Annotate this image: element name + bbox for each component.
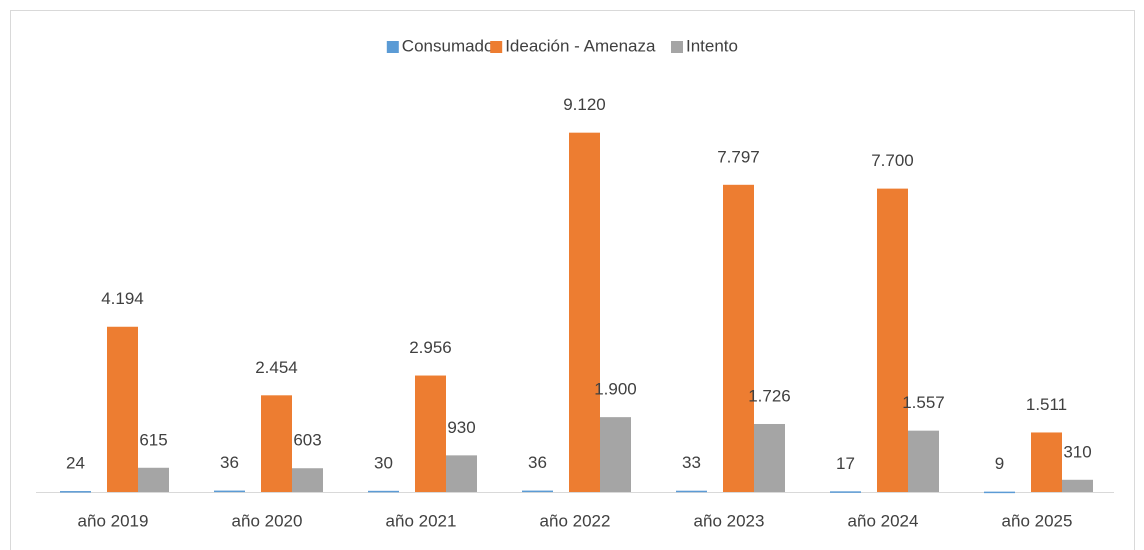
data-label: 1.900 <box>594 380 637 399</box>
bar <box>368 490 399 493</box>
data-label: 17 <box>836 454 855 473</box>
legend-label: Intento <box>686 36 738 55</box>
data-label: 1.557 <box>902 393 945 412</box>
bar <box>446 455 477 492</box>
x-tick-label: año 2024 <box>848 511 919 530</box>
data-label: 1.511 <box>1026 395 1067 414</box>
legend-swatch <box>671 41 683 53</box>
legend-label: Consumado <box>402 36 494 55</box>
data-label: 7.797 <box>717 147 760 166</box>
bar <box>908 430 939 492</box>
data-label: 2.454 <box>255 358 298 377</box>
x-tick-label: año 2021 <box>386 511 457 530</box>
bar <box>138 467 169 492</box>
data-label: 24 <box>66 454 85 473</box>
data-label: 930 <box>447 418 475 437</box>
data-label: 30 <box>374 453 393 472</box>
bar <box>107 326 138 492</box>
data-label: 9.120 <box>563 95 606 114</box>
bar <box>830 491 861 493</box>
legend-label: Ideación - Amenaza <box>505 36 656 55</box>
bar <box>292 468 323 492</box>
data-label: 7.700 <box>871 151 914 170</box>
data-label: 615 <box>139 430 167 449</box>
data-label: 9 <box>995 454 1004 473</box>
x-tick-label: año 2025 <box>1002 511 1073 530</box>
bar <box>676 490 707 493</box>
data-label: 36 <box>220 453 239 472</box>
x-tick-label: año 2022 <box>540 511 611 530</box>
data-label: 310 <box>1063 442 1091 461</box>
data-label: 1.726 <box>748 386 791 405</box>
bar <box>261 395 292 492</box>
x-tick-label: año 2023 <box>694 511 765 530</box>
x-tick-label: año 2020 <box>232 511 303 530</box>
bar <box>1031 432 1062 492</box>
chart-frame <box>10 10 1135 550</box>
x-tick-label: año 2019 <box>78 511 149 530</box>
bar <box>415 375 446 492</box>
bar <box>569 132 600 492</box>
bar <box>984 491 1015 494</box>
data-label: 36 <box>528 453 547 472</box>
bar <box>754 423 785 492</box>
bar <box>723 184 754 492</box>
data-label: 603 <box>293 431 321 450</box>
bar <box>600 417 631 492</box>
legend-swatch <box>386 41 399 53</box>
data-label: 33 <box>682 453 701 472</box>
bar <box>1062 479 1093 492</box>
bar <box>60 491 91 493</box>
bar <box>522 490 553 493</box>
bar <box>877 188 908 492</box>
data-label: 2.956 <box>409 338 452 357</box>
legend-swatch <box>490 41 503 53</box>
bar <box>214 490 245 493</box>
data-label: 4.194 <box>101 289 144 308</box>
